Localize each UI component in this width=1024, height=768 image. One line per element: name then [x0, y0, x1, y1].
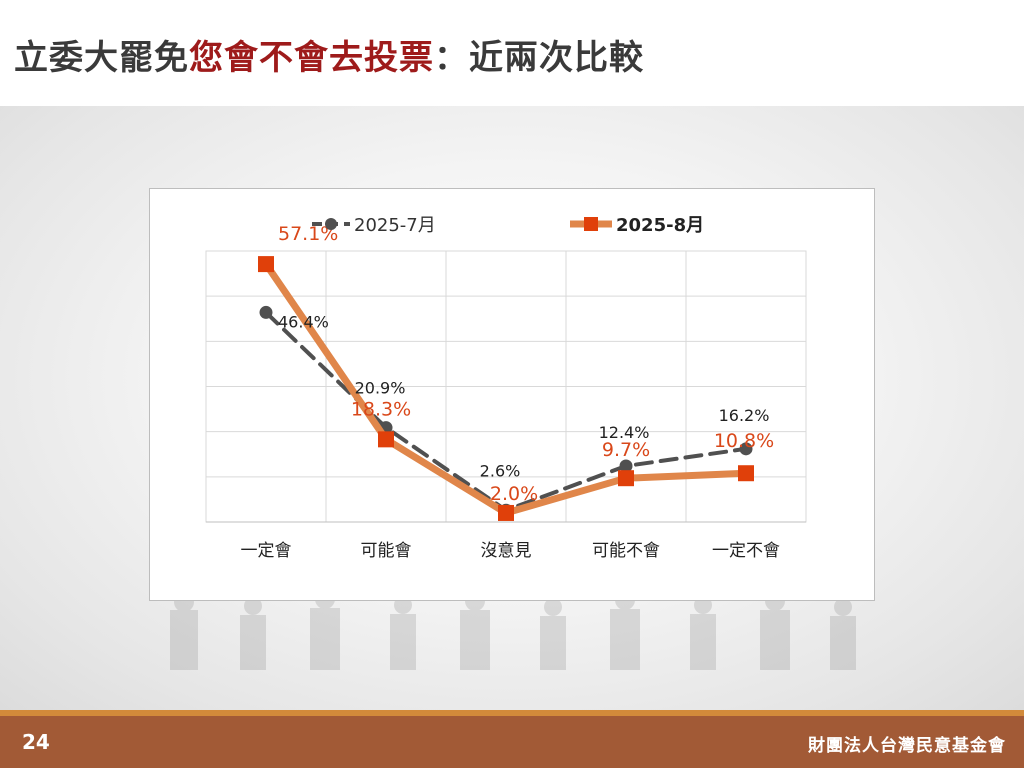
- data-label-2025-08: 57.1%: [278, 223, 338, 245]
- footer-bar: 24 財團法人台灣民意基金會: [0, 716, 1024, 768]
- organization-name: 財團法人台灣民意基金會: [808, 736, 1006, 756]
- data-point-2025-07: [739, 442, 753, 456]
- title-part1: 立委大罷免: [14, 38, 189, 78]
- page-number: 24: [22, 730, 50, 754]
- data-point-2025-08: [378, 431, 394, 448]
- legend-marker-2025-08: [584, 217, 598, 231]
- crowd-silhouette-decoration: [170, 590, 856, 670]
- x-tick-label: 可能不會: [592, 541, 660, 561]
- series-line-2025-07: [264, 310, 748, 513]
- data-label-2025-08: 9.7%: [602, 439, 650, 461]
- title-bar: 立委大罷免您會不會去投票：近兩次比較: [0, 0, 1024, 106]
- data-label-2025-07: 12.4%: [599, 423, 650, 442]
- x-tick-label: 沒意見: [481, 541, 532, 561]
- data-point-2025-08: [738, 465, 754, 482]
- data-label-2025-07: 46.4%: [278, 312, 329, 331]
- data-point-2025-08: [498, 504, 514, 521]
- data-label-2025-08: 2.0%: [490, 483, 538, 505]
- legend-marker-2025-07: [325, 218, 337, 230]
- data-point-2025-08: [258, 256, 274, 273]
- title-highlight: 您會不會去投票: [189, 38, 434, 78]
- data-label-2025-08: 10.8%: [714, 430, 774, 452]
- data-label-2025-07: 16.2%: [719, 406, 770, 425]
- data-point-2025-07: [259, 305, 273, 319]
- legend-label-2025-07: 2025-7月: [354, 215, 436, 236]
- data-label-2025-08: 18.3%: [351, 398, 411, 420]
- title-part2: ：近兩次比較: [434, 38, 644, 78]
- chart-panel: 一定會 可能會 沒意見 可能不會 一定不會 46.4% 20.9% 2.6% 12.4% 16.2…: [149, 188, 875, 601]
- data-point-2025-07: [619, 459, 633, 473]
- data-label-2025-07: 2.6%: [480, 461, 521, 480]
- x-tick-label: 一定會: [241, 541, 292, 561]
- x-tick-label: 一定不會: [712, 541, 780, 561]
- legend-label-2025-08: 2025-8月: [616, 215, 704, 236]
- x-tick-label: 可能會: [361, 541, 412, 561]
- data-label-2025-07: 20.9%: [355, 379, 406, 398]
- data-point-2025-08: [618, 470, 634, 487]
- footer-accent-line: [0, 710, 1024, 716]
- line-chart: 一定會 可能會 沒意見 可能不會 一定不會 46.4% 20.9% 2.6% 12.4% 16.2…: [205, 215, 807, 561]
- slide-title: 立委大罷免您會不會去投票：近兩次比較: [14, 30, 644, 79]
